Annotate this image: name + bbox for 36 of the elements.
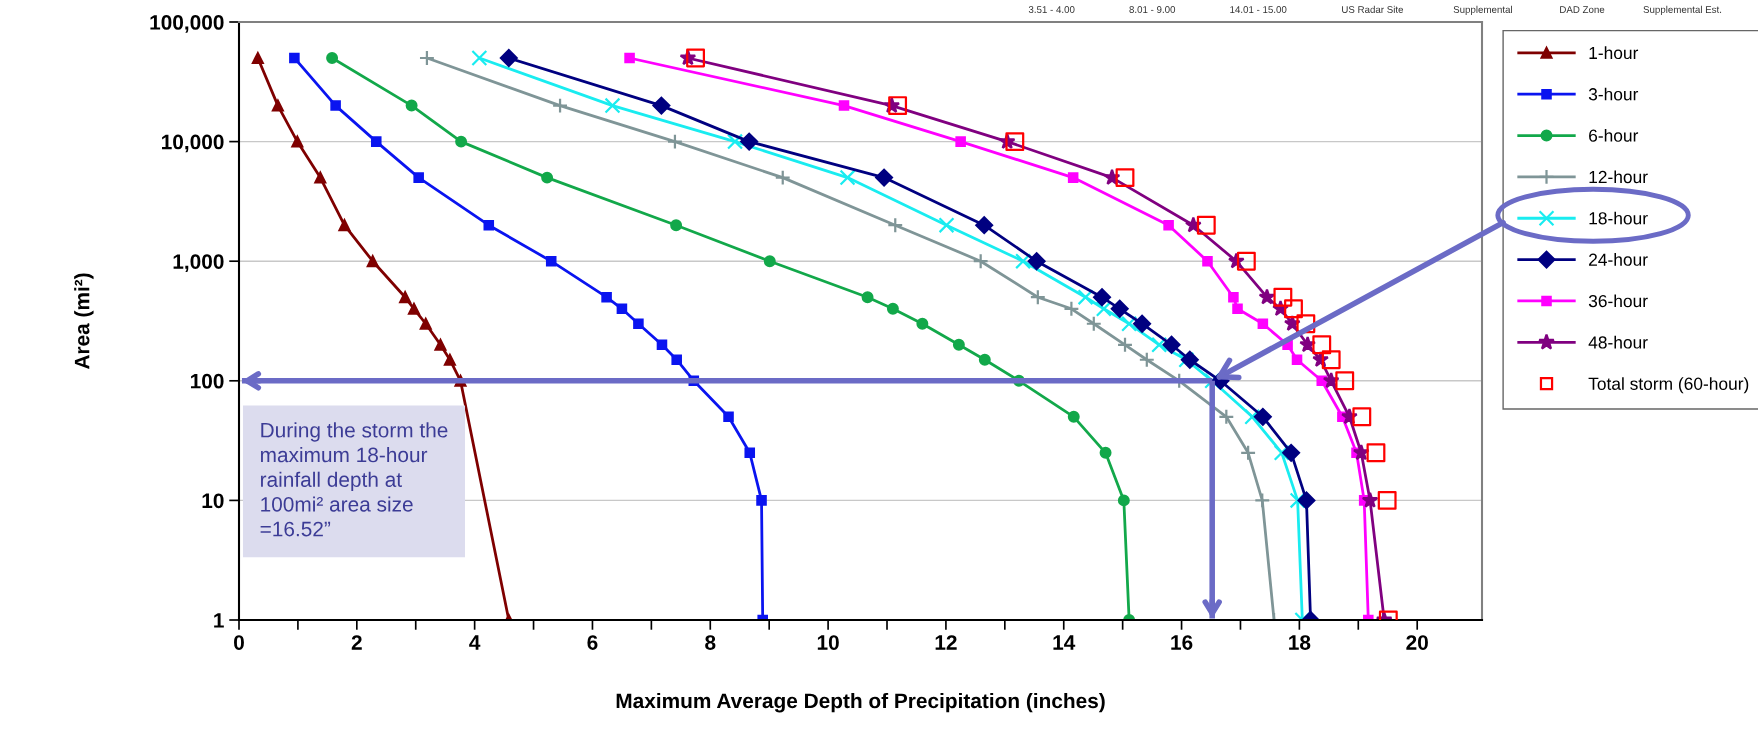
x-tick-label: 14 xyxy=(1053,635,1076,650)
legend-label: Total storm (60-hour) xyxy=(1588,377,1749,394)
x-tick-label: 20 xyxy=(1406,635,1428,650)
y-tick-label: 10 xyxy=(202,493,224,509)
x-tick-label: 12 xyxy=(935,635,957,650)
text: DAD Zone xyxy=(1560,6,1605,13)
legend-label: 24-hour xyxy=(1589,253,1648,266)
x-tick-label: 4 xyxy=(469,635,481,650)
legend-label: 3-hour xyxy=(1588,87,1639,101)
y-axis-title: Area (mi²) xyxy=(74,273,94,370)
y-tick-label: 100,000 xyxy=(150,15,224,33)
x-tick-label: 10 xyxy=(817,635,839,650)
y-tick-label: 1 xyxy=(214,613,224,628)
text: 8.01 - 9.00 xyxy=(1129,6,1176,13)
x-tick-label: 0 xyxy=(234,635,244,650)
x-tick-label: 18 xyxy=(1289,635,1311,650)
legend-label: 48-hour xyxy=(1588,335,1648,349)
x-axis-title: Maximum Average Depth of Precipitation (inches) xyxy=(616,692,1105,713)
text: 14.01 - 15.00 xyxy=(1230,6,1287,13)
legend-label: 6-hour xyxy=(1589,129,1639,142)
legend-label: 12-hour xyxy=(1589,170,1648,184)
legend-label: 36-hour xyxy=(1588,294,1648,308)
x-tick-label: 8 xyxy=(705,635,716,650)
y-tick-label: 1,000 xyxy=(173,254,224,272)
y-tick-label: 100 xyxy=(190,373,224,389)
x-tick-label: 6 xyxy=(587,635,598,650)
legend-label: 1-hour xyxy=(1589,46,1639,60)
text: 3.51 - 4.00 xyxy=(1028,6,1075,13)
text: Supplemental Est. xyxy=(1643,5,1722,15)
x-tick-label: 16 xyxy=(1171,635,1193,650)
text: US Radar Site xyxy=(1342,5,1404,13)
x-tick-label: 2 xyxy=(351,635,362,650)
y-tick-label: 10,000 xyxy=(162,134,224,153)
text: Supplemental xyxy=(1453,5,1512,15)
annotation: During the storm the maximum 18-hour rainfall depth at 100mi² area size =16.52” xyxy=(260,422,448,537)
legend-label: 18-hour xyxy=(1589,211,1648,225)
